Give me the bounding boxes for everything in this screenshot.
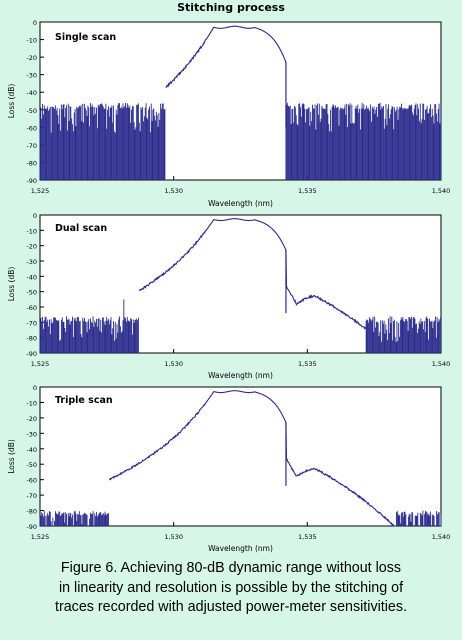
x-tick-label: 1,530 [164, 187, 183, 195]
x-tick-label: 1,540 [432, 360, 451, 368]
caption-line-3: traces recorded with adjusted power-mete… [54, 599, 407, 615]
x-tick-label: 1,535 [298, 360, 317, 368]
filter-trace [109, 390, 396, 527]
caption-line-2: in linearity and resolution is possible … [58, 579, 404, 596]
noise-spikes [39, 510, 442, 526]
x-tick-label: 1,540 [432, 533, 451, 541]
noise-spikes [39, 102, 442, 180]
figure-caption: Figure 6. Achieving 80-dB dynamic range … [0, 559, 462, 618]
y-tick-label: -90 [26, 523, 37, 531]
y-tick-label: -70 [26, 319, 37, 327]
y-tick-label: -20 [26, 54, 37, 62]
filter-trace [138, 218, 367, 330]
y-tick-label: -40 [26, 273, 37, 281]
chart-triple-scan: 0 -10 -20 -30 -40 -50 -60 -70 -80 -90 1,525 1,530 1,… [7, 384, 451, 553]
x-tick-label: 1,525 [31, 533, 50, 541]
caption-line-1: Figure 6. Achieving 80-dB dynamic range … [60, 560, 402, 576]
y-tick-label: -80 [26, 159, 37, 167]
y-tick-label: 0 [33, 19, 37, 27]
filter-trace [165, 25, 287, 89]
y-tick-label: -90 [26, 350, 37, 358]
x-tick-label: 1,525 [31, 187, 50, 195]
y-axis-label: Loss (dB) [7, 267, 16, 302]
y-tick-label: -10 [26, 37, 37, 45]
y-tick-label: -20 [26, 243, 37, 251]
plot-area [39, 386, 442, 527]
y-tick-label: -30 [26, 430, 37, 438]
figure-title: Stitching process [177, 1, 285, 14]
y-tick-label: -60 [26, 124, 37, 132]
y-tick-label: -40 [26, 446, 37, 454]
y-tick-label: -80 [26, 508, 37, 516]
x-tick-label: 1,535 [298, 187, 317, 195]
y-tick-label: 0 [33, 212, 37, 220]
y-tick-label: -10 [26, 227, 37, 235]
x-axis-label: Wavelength (nm) [208, 199, 273, 208]
y-tick-label: -60 [26, 477, 37, 485]
y-tick-label: -80 [26, 335, 37, 343]
panel-title: Single scan [55, 32, 116, 43]
x-tick-label: 1,535 [298, 533, 317, 541]
x-tick-label: 1,530 [164, 360, 183, 368]
y-tick-label: -30 [26, 258, 37, 266]
y-tick-label: -50 [26, 289, 37, 297]
y-tick-label: -90 [26, 177, 37, 185]
noise-spikes [39, 299, 442, 353]
panel-title: Triple scan [55, 395, 113, 406]
x-tick-label: 1,540 [432, 187, 451, 195]
x-axis-label: Wavelength (nm) [208, 544, 273, 553]
y-tick-label: -40 [26, 89, 37, 97]
x-axis-label: Wavelength (nm) [208, 371, 273, 380]
y-tick-label: -50 [26, 107, 37, 115]
y-tick-label: -30 [26, 72, 37, 80]
y-tick-label: -60 [26, 304, 37, 312]
chart-single-scan: 0 -10 -20 -30 -40 -50 -60 -70 -80 -90 1,525 1,530 1,… [7, 19, 451, 208]
y-tick-label: -10 [26, 399, 37, 407]
x-tick-label: 1,530 [164, 533, 183, 541]
y-axis-label: Loss (dB) [7, 439, 16, 474]
y-tick-label: -70 [26, 142, 37, 150]
y-axis-label: Loss (dB) [7, 84, 16, 119]
x-tick-label: 1,525 [31, 360, 50, 368]
chart-dual-scan: 0 -10 -20 -30 -40 -50 -60 -70 -80 -90 1,525 1,530 1,… [7, 212, 451, 380]
y-tick-label: 0 [33, 384, 37, 392]
y-tick-label: -50 [26, 461, 37, 469]
y-tick-label: -70 [26, 492, 37, 500]
y-tick-label: -20 [26, 415, 37, 423]
panel-title: Dual scan [55, 223, 107, 234]
